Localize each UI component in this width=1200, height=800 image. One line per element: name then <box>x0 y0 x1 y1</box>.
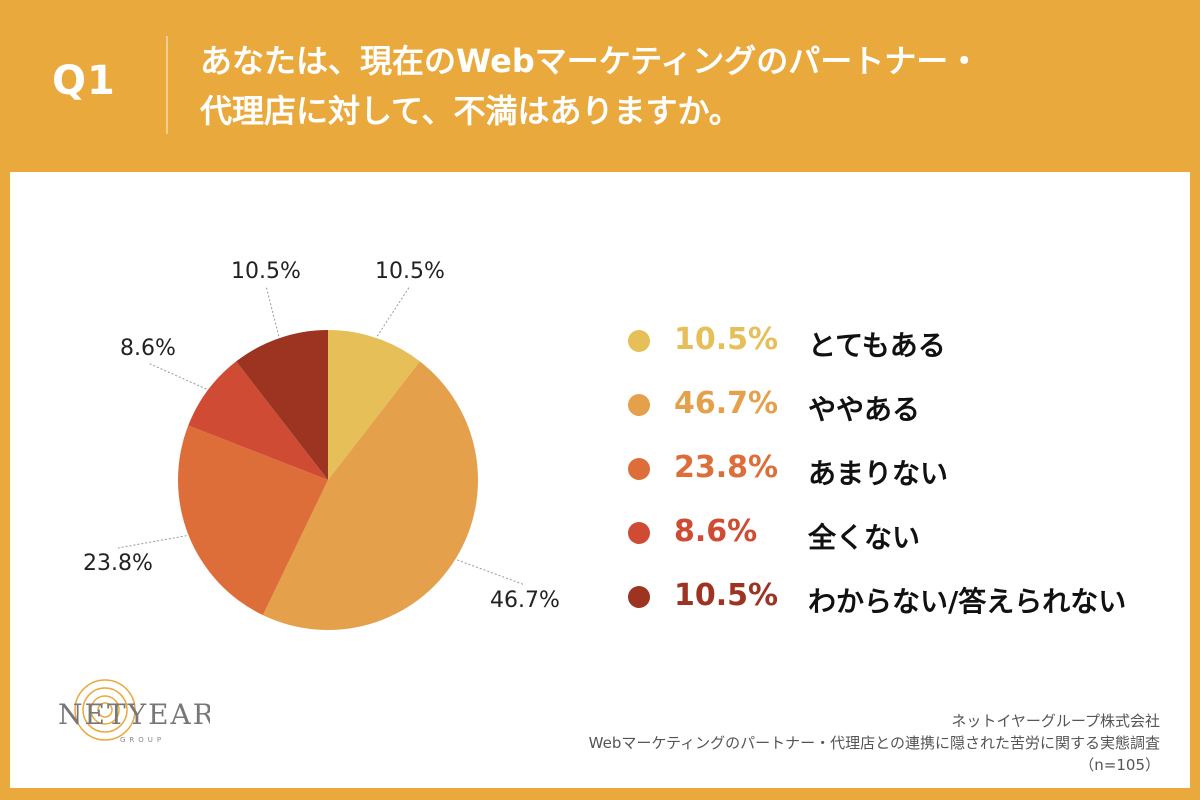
pie-value-label-3: 23.8% <box>83 551 153 576</box>
question-title: あなたは、現在のWebマーケティングのパートナー・ 代理店に対して、不満はありま… <box>200 36 1160 136</box>
chart-legend: 10.5% とてもある 46.7% ややある 23.8% あまりない 8.6% 全くない 10.… <box>628 314 1188 634</box>
footer-company: ネットイヤーグループ株式会社 <box>951 712 1160 730</box>
pie-value-label-2: 46.7% <box>490 588 560 613</box>
question-number: Q1 <box>52 58 116 104</box>
legend-item-5: 10.5% わからない/答えられない <box>628 570 1188 634</box>
pie-slice-4 <box>188 361 328 480</box>
leader-line-1 <box>376 285 411 337</box>
logo-swirl-icon <box>74 679 136 741</box>
legend-dot-4 <box>628 522 650 544</box>
legend-label-1: とてもある <box>808 329 946 362</box>
leader-line-4 <box>147 362 207 390</box>
leader-line-5 <box>265 285 280 337</box>
legend-dot-3 <box>628 458 650 480</box>
legend-label-3: あまりない <box>808 457 949 490</box>
legend-value-3: 23.8% <box>674 450 779 485</box>
pie-value-label-5: 10.5% <box>231 259 301 284</box>
legend-value-1: 10.5% <box>674 322 779 357</box>
question-line-2: 代理店に対して、不満はありますか。 <box>200 92 741 130</box>
legend-item-1: 10.5% とてもある <box>628 314 1188 378</box>
legend-dot-5 <box>628 586 650 608</box>
pie-chart: 10.5% 46.7% 23.8% 8.6% 10.5% <box>83 259 560 631</box>
legend-dot-1 <box>628 330 650 352</box>
question-divider <box>166 36 168 134</box>
leader-line-3 <box>117 535 187 549</box>
legend-value-2: 46.7% <box>674 386 779 421</box>
legend-label-2: ややある <box>808 393 921 426</box>
leader-line-2 <box>457 559 526 586</box>
chart-panel: 10.5% 46.7% 23.8% 8.6% 10.5% 10.5% とてもある 46.7%… <box>10 172 1190 788</box>
legend-value-4: 8.6% <box>674 514 758 549</box>
logo-wordmark: NETYEAR <box>58 698 210 731</box>
pie-slice-5 <box>236 330 328 480</box>
source-footer: ネットイヤーグループ株式会社 Webマーケティングのパートナー・代理店との連携に… <box>589 710 1160 776</box>
pie-slice-3 <box>177 425 328 616</box>
legend-label-4: 全くない <box>808 521 921 554</box>
legend-value-5: 10.5% <box>674 578 779 613</box>
legend-item-4: 8.6% 全くない <box>628 506 1188 570</box>
footer-survey: Webマーケティングのパートナー・代理店との連携に隠された苦労に関する実態調査 <box>588 734 1160 752</box>
legend-label-5: わからない/答えられない <box>808 585 1127 618</box>
netyear-logo: NETYEAR GROUP <box>58 679 210 744</box>
pie-slice-1 <box>328 330 420 480</box>
pie-value-label-4: 8.6% <box>120 336 176 361</box>
legend-dot-2 <box>628 394 650 416</box>
question-line-1: あなたは、現在のWebマーケティングのパートナー・ <box>200 42 981 80</box>
legend-item-2: 46.7% ややある <box>628 378 1188 442</box>
pie-slice-2 <box>262 361 479 631</box>
logo-sub: GROUP <box>120 736 165 744</box>
footer-sample: （n=105） <box>1079 756 1160 774</box>
legend-item-3: 23.8% あまりない <box>628 442 1188 506</box>
pie-value-label-1: 10.5% <box>375 259 445 284</box>
